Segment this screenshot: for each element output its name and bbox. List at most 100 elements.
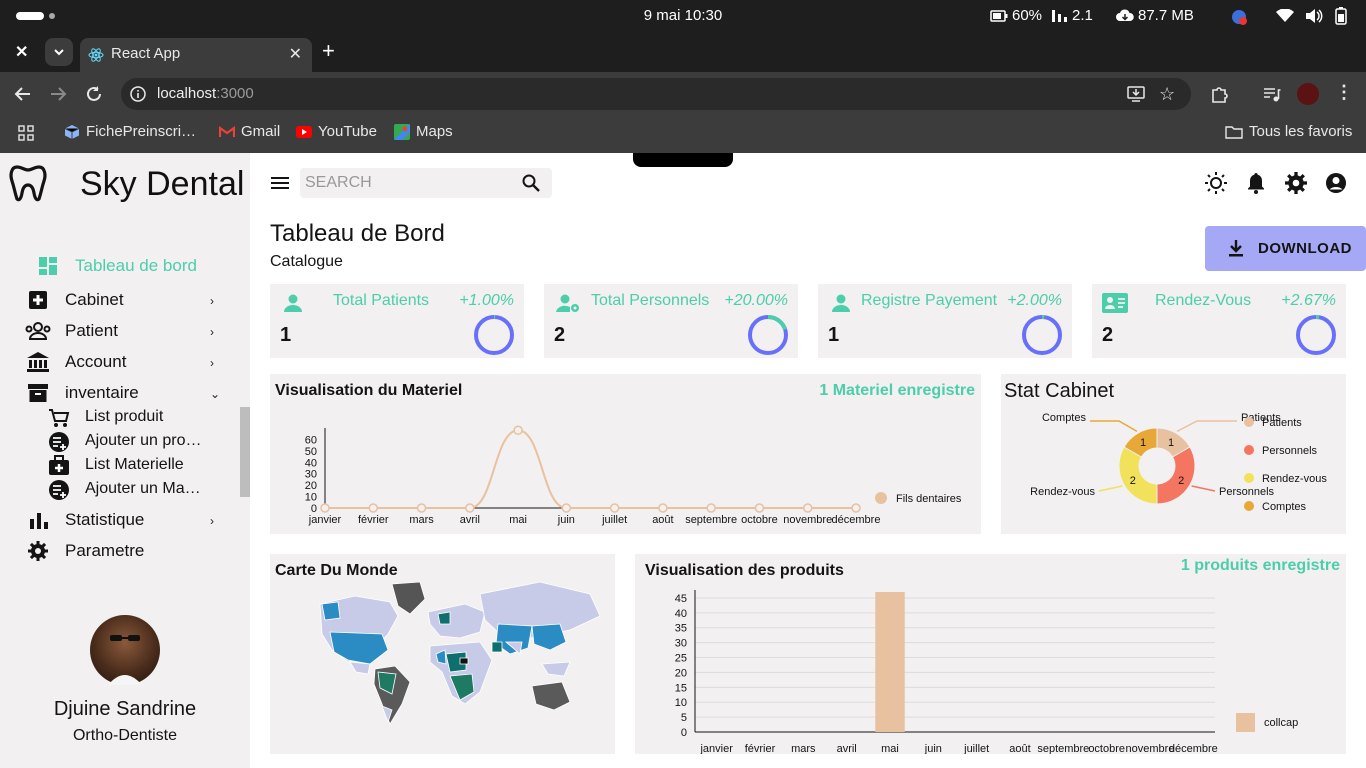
forward-icon[interactable] [49,85,67,103]
data-point [706,503,716,513]
all-bookmarks-folder[interactable]: Tous les favoris [1225,123,1352,140]
chevron-down-icon: ⌄ [210,387,221,401]
bar-chart-icon [30,511,48,529]
world-map-title: Carte Du Monde [275,562,398,579]
data-point [754,503,765,513]
clock: 9 mai 10:30 [643,7,723,24]
legend-label: collcap [1264,717,1298,729]
tab-search-button[interactable] [45,38,73,66]
media-control-icon[interactable] [1263,85,1281,103]
settings-icon[interactable] [1285,172,1307,194]
slice-value: 1 [1168,437,1174,449]
signal-icon [1052,9,1068,23]
sidebar-subitem-list-produit[interactable]: List produit [40,407,235,429]
data-point [465,503,475,513]
sidebar-item-patient[interactable]: Patient › [0,320,240,342]
sidebar-item-account[interactable]: Account › [0,351,240,373]
tab-title: React App [111,45,181,62]
search-input[interactable]: SEARCH [300,168,552,198]
close-window-icon[interactable]: ✕ [15,44,29,61]
pie-slice [1118,446,1158,505]
y-tick-label: 60 [305,434,317,446]
stat-card-rendez-vous: Rendez-Vous +2.67% 2 [1092,284,1346,358]
search-icon[interactable] [522,174,540,192]
battery-small-icon[interactable] [1335,7,1347,25]
sidebar-subitem-list-materielle[interactable]: List Materielle [40,455,235,477]
data-point [368,503,379,513]
close-tab-icon[interactable]: ✕ [288,46,302,63]
data-point [416,503,427,513]
bookmark-star-icon[interactable]: ☆ [1159,84,1176,104]
bookmark-youtube[interactable]: YouTube [296,123,377,140]
reload-icon[interactable] [85,85,103,103]
x-tick-label: juin [924,743,942,754]
browser-menu-icon[interactable]: ⋮ [1335,82,1353,102]
chevron-right-icon: › [210,514,214,528]
legend-swatch [1244,473,1254,483]
sidebar-scrollbar[interactable] [240,407,250,497]
notifications-icon[interactable] [1246,172,1266,194]
bookmark-maps[interactable]: Maps [394,123,453,140]
install-app-icon[interactable] [1127,85,1145,103]
user-name: Djuine Sandrine [53,698,197,720]
sidebar-item-tableau-de-bord[interactable]: Tableau de bord [0,255,240,277]
back-icon[interactable] [14,85,32,103]
legend-swatch [1244,417,1254,427]
legend-swatch [1236,713,1255,732]
gmail-icon [219,125,235,138]
wifi-icon[interactable] [1276,9,1294,23]
pie-slice [1156,446,1196,505]
cloud-download-icon [1116,9,1134,23]
light-mode-icon[interactable] [1205,172,1227,194]
materiel-title: Visualisation du Materiel [275,382,463,399]
profile-status-icon[interactable] [1231,9,1247,25]
slice-value: 2 [1130,475,1136,487]
x-tick-label: février [745,743,776,754]
data-point [561,503,572,513]
menu-icon[interactable] [270,175,290,191]
x-tick-label: août [652,514,673,526]
bookmarks-bar: FichePreinscri… Gmail YouTube Maps Tous … [0,116,1366,153]
sidebar-subitem-ajouter-materiel[interactable]: Ajouter un Ma… [40,479,235,501]
slice-link-line [1098,485,1123,492]
medical-kit-icon [48,455,70,477]
person-icon [283,293,303,313]
data-point [513,425,523,436]
site-info-icon[interactable] [130,86,146,102]
user-role: Ortho-Dentiste [72,727,178,744]
world-map [319,581,601,725]
bookmark-gmail[interactable]: Gmail [219,123,280,140]
sidebar-item-inventaire[interactable]: inventaire ⌄ [0,382,240,404]
youtube-icon [296,125,312,138]
add-list-icon [48,479,70,501]
sidebar-item-statistique[interactable]: Statistique › [0,509,240,531]
y-tick-label: 30 [305,469,317,481]
bookmark-fiche[interactable]: FichePreinscri… [64,123,196,140]
y-tick-label: 10 [305,492,317,504]
volume-icon[interactable] [1305,8,1323,24]
y-tick-label: 35 [675,623,687,635]
browser-tab[interactable]: React App ✕ [80,38,312,72]
account-icon[interactable] [1325,172,1347,194]
address-bar[interactable]: localhost:3000 ☆ [121,78,1191,110]
download-button[interactable]: DOWNLOAD [1205,226,1366,271]
sidebar-item-cabinet[interactable]: Cabinet › [0,289,240,311]
medical-plus-icon [28,290,48,310]
profile-avatar[interactable] [1297,83,1319,105]
legend-swatch [1244,501,1254,511]
workspace-dot[interactable] [49,13,55,19]
produits-count: 1 produits enregistre [1180,557,1340,574]
browser-tab-strip: ✕ React App ✕ + [0,32,1366,72]
brand-name: Sky Dental [80,165,245,203]
sidebar-item-parametre[interactable]: Parametre [0,540,240,562]
new-tab-icon[interactable]: + [322,38,335,63]
sidebar-subitem-ajouter-produit[interactable]: Ajouter un pro… [40,431,235,453]
workspace-indicator[interactable] [16,12,44,20]
page-title: Tableau de Bord [270,220,445,247]
produits-title: Visualisation des produits [645,562,844,579]
x-tick-label: novembre [1126,743,1175,754]
extensions-icon[interactable] [1209,84,1229,104]
apps-grid-icon[interactable] [18,125,34,141]
sidebar: Sky Dental Tableau de bord Cabinet › Pat… [0,153,250,768]
